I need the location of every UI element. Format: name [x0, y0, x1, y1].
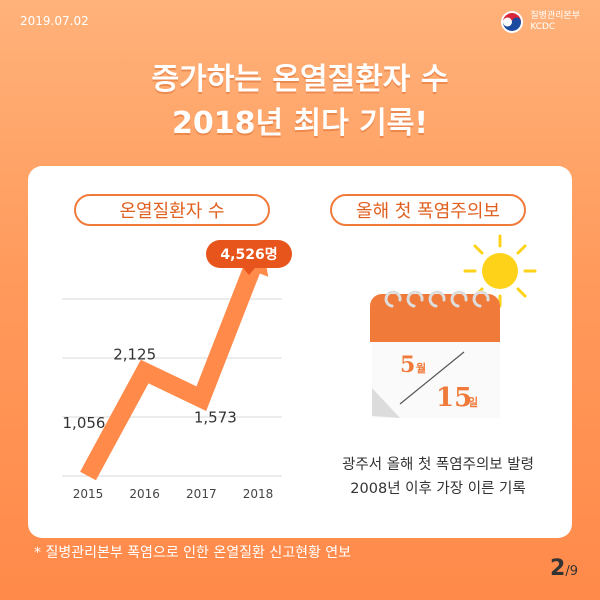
page-current: 2 [550, 556, 566, 581]
headline-line2: 2018년 최다 기록! [171, 106, 429, 141]
calendar-day-unit: 일 [468, 395, 478, 409]
heatwave-title-pill: 올해 첫 폭염주의보 [330, 194, 526, 226]
sun-icon [463, 234, 537, 308]
calendar-illustration: 5 월 15 일 [370, 234, 537, 418]
content-card: 온열질환자 수 올해 첫 폭염주의보 1,056 2,125 1,573 4,526명… [28, 166, 572, 538]
calendar-day: 15 [436, 383, 472, 413]
page-total: /9 [565, 564, 578, 579]
series-line [80, 257, 264, 481]
x-tick-2017: 2017 [186, 487, 217, 501]
x-tick-2018: 2018 [243, 487, 274, 501]
org-name-ko: 질병관리본부 [530, 11, 580, 21]
headline-line1: 증가하는 온열질환자 수 [151, 62, 449, 97]
data-label-2017: 1,573 [194, 409, 237, 427]
calendar-month: 5 [400, 352, 415, 378]
data-label-2015: 1,056 [63, 414, 106, 432]
date-label: 2019.07.02 [20, 14, 89, 28]
data-label-2016: 2,125 [113, 346, 156, 364]
patients-chart: 1,056 2,125 1,573 4,526명 2015 2016 2017 2018 [62, 240, 292, 501]
highlight-badge [206, 240, 292, 268]
data-label-2018: 4,526명 [220, 246, 277, 263]
calendar-rings [384, 290, 490, 308]
chart-title-pill: 온열질환자 수 [74, 194, 270, 226]
highlight-badge-pointer [243, 268, 255, 275]
page-indicator: 2/9 [550, 556, 578, 581]
org-name-en: KCDC [530, 22, 556, 32]
x-tick-2016: 2016 [129, 487, 160, 501]
taegeuk-emblem-icon [501, 11, 524, 33]
source-footnote: * 질병관리본부 폭염으로 인한 온열질환 신고현황 연보 [34, 545, 352, 561]
calendar-month-unit: 월 [416, 361, 426, 375]
caption-line2: 2008년 이후 가장 이른 기록 [350, 481, 526, 497]
caption-line1: 광주서 올해 첫 폭염주의보 발령 [342, 457, 534, 473]
kcdc-logo: 질병관리본부 KCDC [500, 10, 580, 34]
headline: 증가하는 온열질환자 수 2018년 최다 기록! [0, 58, 600, 146]
x-tick-2015: 2015 [73, 487, 104, 501]
